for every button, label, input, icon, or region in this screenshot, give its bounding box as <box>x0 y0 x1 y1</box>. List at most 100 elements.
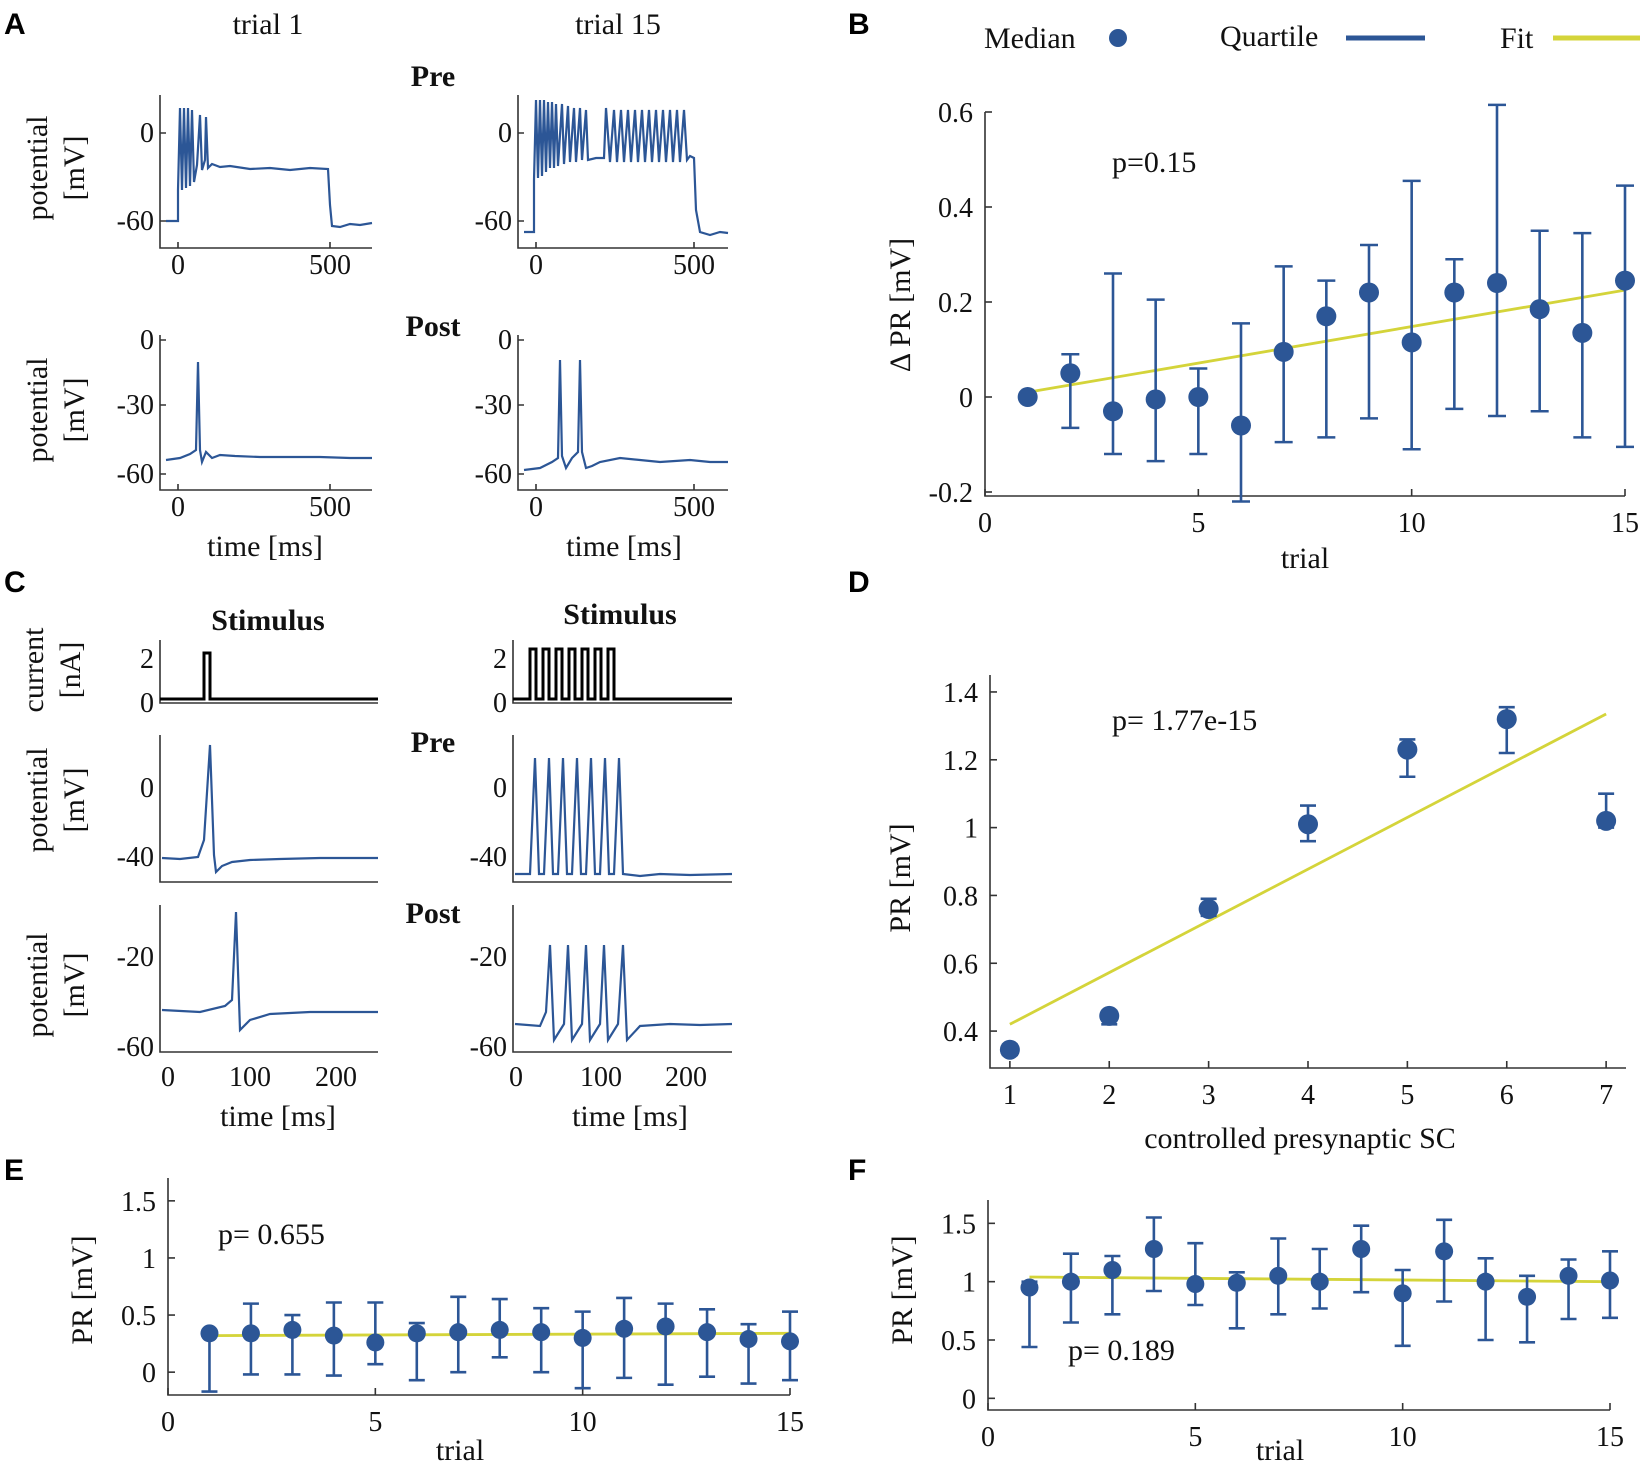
f-ytick-label: 1.5 <box>941 1209 976 1240</box>
post-label: Post <box>406 310 461 343</box>
svg-text:potential: potential <box>21 933 54 1038</box>
d-ytick-label: 1.4 <box>943 678 978 709</box>
svg-text:-60: -60 <box>475 459 512 490</box>
f-xtick-label: 0 <box>981 1422 995 1453</box>
panel-label-e: E <box>4 1154 24 1187</box>
e-ytick-label: 0 <box>142 1358 156 1389</box>
svg-text:-40: -40 <box>470 842 507 873</box>
e-xtick-label: 15 <box>776 1407 804 1438</box>
b-xtick-label: 5 <box>1191 508 1205 539</box>
f-median-point <box>1559 1266 1578 1285</box>
e-median-point <box>532 1323 551 1342</box>
trial-15-title: trial 15 <box>575 8 661 41</box>
chart-d: 1.4 1.2 1 0.8 0.6 0.4 1 2 3 4 5 6 7 controlled presyn… <box>884 675 1626 1155</box>
c-post-ylabel: potential [mV] <box>21 933 91 1038</box>
svg-text:-60: -60 <box>475 206 512 237</box>
e-xlabel: trial <box>436 1434 484 1466</box>
f-median-point <box>1144 1240 1163 1258</box>
b-median-point <box>1103 401 1123 422</box>
d-axes <box>989 675 1626 1069</box>
legend-median-marker <box>1109 29 1127 47</box>
panel-label-b: B <box>848 8 870 41</box>
svg-text:[mV]: [mV] <box>58 136 91 201</box>
a-pre-trial15-axes: 0 -60 0 500 <box>475 95 728 281</box>
svg-text:0: 0 <box>493 688 507 719</box>
d-median-point <box>1298 814 1318 835</box>
a-pre-trial15-trace <box>524 99 729 237</box>
e-median-point <box>407 1324 426 1343</box>
b-median-point <box>1017 387 1038 407</box>
a-post-trial1-axes: 0 -30 -60 0 500 time [ms] <box>117 325 372 563</box>
b-xlabel: trial <box>1281 542 1329 575</box>
f-ytick-label: 0 <box>962 1384 976 1415</box>
svg-text:0: 0 <box>171 492 185 523</box>
svg-text:2: 2 <box>140 644 154 675</box>
svg-text:500: 500 <box>309 492 351 523</box>
e-median-point <box>490 1320 509 1339</box>
f-median-point <box>1061 1272 1080 1291</box>
a-post-trial15-trace <box>523 359 728 472</box>
c-pre-ylabel: potential [mV] <box>21 748 91 853</box>
b-median-point <box>1145 389 1166 410</box>
svg-text:0: 0 <box>509 1062 523 1093</box>
e-ytick-label: 1.5 <box>121 1187 156 1218</box>
a-post-ylabel: potential [mV] <box>21 358 91 463</box>
b-p-value: p=0.15 <box>1112 146 1196 179</box>
e-median-point <box>200 1324 219 1343</box>
a-post-trial15-axes: 0 -30 -60 0 500 time [ms] <box>475 325 728 563</box>
e-median-point <box>283 1320 302 1339</box>
svg-text:potential: potential <box>21 358 54 463</box>
f-xtick-label: 10 <box>1389 1422 1417 1453</box>
f-median-point <box>1310 1272 1329 1291</box>
svg-text:potential: potential <box>21 748 54 853</box>
svg-text:0: 0 <box>140 325 154 356</box>
d-ytick-label: 0.6 <box>943 949 978 980</box>
b-xtick-label: 15 <box>1611 508 1639 539</box>
svg-text:0: 0 <box>140 773 154 804</box>
svg-text:-30: -30 <box>475 390 512 421</box>
b-median-point <box>1359 282 1379 303</box>
d-xtick-label: 5 <box>1400 1080 1414 1111</box>
svg-text:500: 500 <box>673 250 715 281</box>
f-median-point <box>1476 1272 1495 1291</box>
stimulus-title-1: Stimulus <box>211 604 324 637</box>
d-xtick-label: 6 <box>1500 1080 1514 1111</box>
f-median-point <box>1020 1278 1039 1297</box>
svg-text:0: 0 <box>529 250 543 281</box>
b-xtick-label: 10 <box>1398 508 1426 539</box>
a-post-trial1-trace <box>165 361 372 467</box>
b-median-point <box>1487 273 1507 293</box>
c-stim1-axes: 2 0 <box>140 640 378 719</box>
svg-text:0: 0 <box>493 773 507 804</box>
svg-text:2: 2 <box>493 644 507 675</box>
chart-e: 1.5 1 0.5 00 5 10 15 trial PR [mV] p= 0.655 <box>66 1178 804 1466</box>
panel-label-f: F <box>848 1154 866 1187</box>
d-xtick-label: 7 <box>1599 1080 1613 1111</box>
b-median-point <box>1060 363 1081 384</box>
d-xtick-label: 3 <box>1202 1080 1216 1111</box>
e-median-point <box>615 1319 634 1338</box>
b-median-point <box>1615 270 1635 291</box>
svg-text:[mV]: [mV] <box>58 378 91 443</box>
f-xtick-label: 5 <box>1188 1422 1202 1453</box>
f-p-value: p= 0.189 <box>1068 1334 1175 1367</box>
stimulus-title-2: Stimulus <box>563 598 676 631</box>
e-axes <box>167 1178 790 1396</box>
d-median-point <box>1099 1005 1120 1026</box>
e-ytick-label: 0.5 <box>121 1301 156 1332</box>
c-post-label: Post <box>406 897 461 930</box>
d-ytick-label: 1.2 <box>943 746 978 777</box>
d-xlabel: controlled presynaptic SC <box>1144 1122 1456 1155</box>
d-xtick-label: 1 <box>1003 1080 1017 1111</box>
panel-c: Stimulus Stimulus Pre Post current [nA] … <box>17 598 733 1133</box>
svg-text:-60: -60 <box>117 459 154 490</box>
e-median-point <box>656 1317 675 1336</box>
svg-text:0: 0 <box>161 1062 175 1093</box>
svg-text:-60: -60 <box>470 1032 507 1063</box>
c-post1-trace <box>161 911 378 1033</box>
svg-text:-60: -60 <box>117 1032 154 1063</box>
svg-text:0: 0 <box>529 492 543 523</box>
b-median-point <box>1401 332 1422 353</box>
svg-text:-60: -60 <box>117 206 154 237</box>
